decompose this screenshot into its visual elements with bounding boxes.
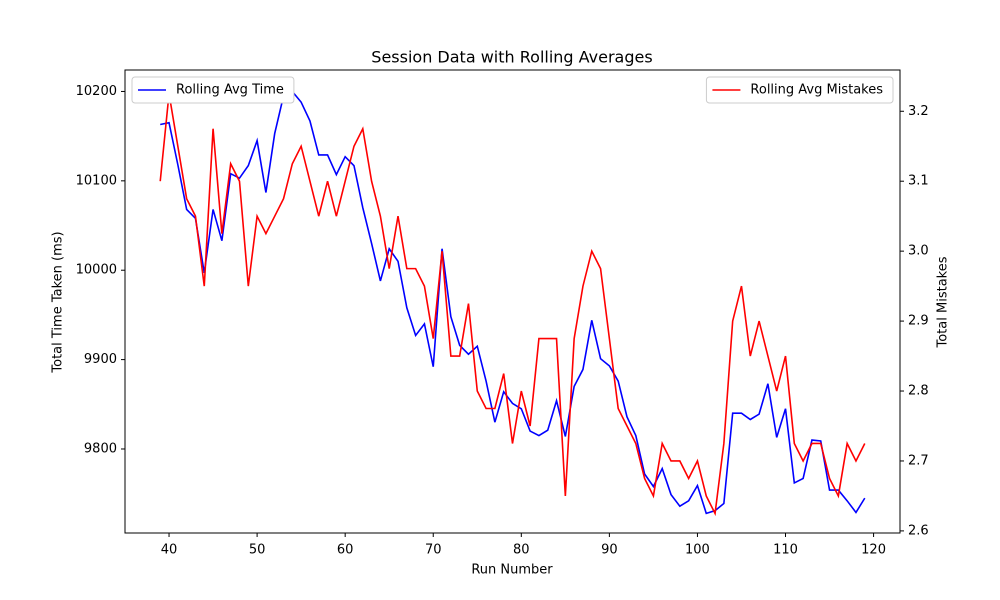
data-line — [159, 93, 866, 517]
x-tick-label: 80 — [513, 543, 530, 558]
y2-tick-label: 2.6 — [908, 523, 929, 538]
chart-title: Session Data with Rolling Averages — [371, 48, 652, 67]
legend: Rolling Avg Time — [131, 76, 295, 104]
y-tick-label: 9800 — [84, 441, 117, 456]
x-tick-label: 100 — [685, 543, 710, 558]
y2-tick-label: 2.8 — [908, 384, 929, 399]
y2-tick-label: 2.7 — [908, 453, 929, 468]
y-tick-label: 9900 — [84, 352, 117, 367]
legend-label: Rolling Avg Mistakes — [750, 83, 883, 98]
y2-tick-label: 2.9 — [908, 314, 929, 329]
x-tick-label: 70 — [425, 543, 442, 558]
x-tick-label: 60 — [337, 543, 354, 558]
y2-tick-label: 3.0 — [908, 244, 929, 259]
y-tick-label: 10000 — [76, 263, 117, 278]
y-tick-label: 10200 — [76, 84, 117, 99]
x-axis-label: Run Number — [471, 563, 553, 578]
legend: Rolling Avg Mistakes — [705, 76, 894, 104]
plot-frame — [124, 69, 901, 534]
y2-tick-label: 3.2 — [908, 104, 929, 119]
y-axis-label: Total Time Taken (ms) — [51, 231, 66, 373]
legend-box — [131, 76, 295, 104]
y-tick-label: 10100 — [76, 173, 117, 188]
legend-box — [705, 76, 894, 104]
x-tick-label: 120 — [861, 543, 886, 558]
y2-tick-label: 3.1 — [908, 174, 929, 189]
data-line — [160, 90, 866, 515]
x-tick-label: 90 — [601, 543, 618, 558]
x-tick-label: 110 — [773, 543, 798, 558]
x-tick-label: 50 — [249, 543, 266, 558]
legend-label: Rolling Avg Time — [176, 83, 284, 98]
x-tick-label: 40 — [161, 543, 178, 558]
y2-axis-label: Total Mistakes — [936, 256, 951, 348]
